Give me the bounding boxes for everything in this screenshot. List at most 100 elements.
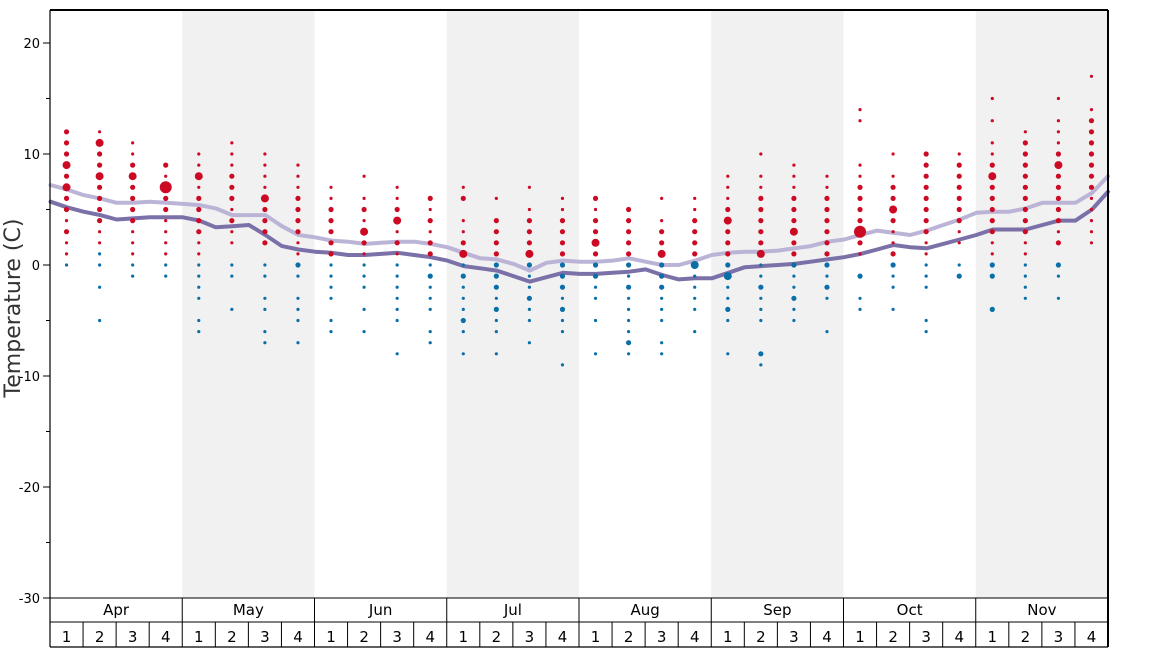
- warm-dot: [96, 151, 103, 157]
- warm-dot: [825, 174, 829, 178]
- warm-dot: [395, 185, 399, 189]
- cold-dot: [792, 285, 796, 289]
- warm-dot: [725, 229, 731, 235]
- cold-dot: [97, 252, 102, 256]
- series-line-lower: [48, 189, 1110, 284]
- warm-dot: [559, 240, 566, 246]
- warm-dot: [726, 174, 730, 178]
- warm-dot: [1056, 230, 1061, 234]
- warm-dot: [296, 185, 300, 189]
- cold-dot: [792, 307, 796, 311]
- cold-dot: [461, 352, 465, 356]
- warm-dot: [854, 225, 867, 238]
- cold-dot: [759, 263, 763, 267]
- warm-dot: [197, 241, 201, 245]
- warm-dot: [890, 218, 896, 224]
- warm-dot: [1055, 206, 1062, 213]
- warm-dot: [957, 152, 961, 156]
- cold-dot: [660, 296, 664, 300]
- cold-dot: [1023, 296, 1027, 300]
- warm-dot: [360, 227, 369, 236]
- warm-dot: [362, 196, 366, 200]
- cold-dot: [263, 263, 267, 267]
- warm-dot: [758, 229, 764, 235]
- warm-dot: [923, 173, 929, 179]
- warm-dot: [328, 240, 334, 246]
- week-label: 2: [624, 628, 634, 646]
- warm-dot: [692, 229, 698, 235]
- warm-dot: [526, 229, 533, 235]
- warm-dot: [263, 152, 267, 156]
- cold-dot: [693, 285, 697, 289]
- warm-dot: [660, 219, 664, 223]
- y-tick-label: 10: [23, 148, 40, 163]
- warm-dot: [1088, 173, 1095, 179]
- warm-dot: [989, 184, 995, 190]
- warm-dot: [1088, 151, 1095, 157]
- month-label-may: May: [233, 601, 264, 619]
- cold-dot: [460, 273, 466, 279]
- warm-dot: [63, 151, 70, 157]
- week-label: 4: [822, 628, 832, 646]
- warm-dot: [163, 206, 169, 213]
- cold-dot: [659, 262, 665, 268]
- warm-dot: [460, 195, 466, 201]
- cold-dot: [493, 306, 499, 312]
- warm-dot: [956, 218, 962, 224]
- month-label-oct: Oct: [897, 601, 923, 619]
- warm-dot: [194, 172, 203, 181]
- cold-dot: [660, 352, 664, 356]
- cold-dot: [197, 285, 201, 289]
- warm-dot: [889, 205, 898, 214]
- warm-dot: [990, 241, 994, 245]
- warm-dot: [725, 206, 731, 213]
- warm-dot: [1089, 241, 1094, 245]
- warm-dot: [493, 218, 499, 224]
- warm-dot: [295, 195, 301, 201]
- warm-dot: [1022, 140, 1028, 146]
- cold-dot: [164, 274, 168, 278]
- cold-dot: [1023, 274, 1027, 278]
- cold-dot: [626, 274, 631, 278]
- warm-dot: [97, 230, 102, 234]
- warm-dot: [164, 174, 168, 178]
- warm-dot: [957, 230, 961, 234]
- warm-dot: [131, 152, 135, 156]
- cold-dot: [626, 330, 631, 334]
- warm-dot: [1089, 108, 1094, 112]
- cold-dot: [197, 263, 201, 267]
- warm-dot: [1022, 218, 1028, 224]
- warm-dot: [1055, 151, 1062, 157]
- warm-dot: [1023, 241, 1027, 245]
- cold-dot: [726, 285, 730, 289]
- warm-dot: [262, 240, 268, 246]
- y-axis-title: Temperature (C): [1, 219, 26, 399]
- warm-dot: [260, 194, 269, 203]
- week-label: 4: [425, 628, 435, 646]
- cold-dot: [527, 318, 532, 323]
- cold-dot: [560, 296, 565, 300]
- warm-dot: [1055, 184, 1062, 190]
- warm-dot: [1023, 252, 1027, 256]
- cold-dot: [395, 352, 399, 356]
- warm-dot: [1055, 173, 1062, 179]
- warm-dot: [427, 251, 433, 257]
- warm-dot: [956, 162, 962, 168]
- warm-dot: [1022, 195, 1028, 201]
- warm-dot: [660, 196, 664, 200]
- cold-dot: [526, 262, 533, 268]
- warm-dot: [891, 230, 895, 234]
- cold-dot: [625, 262, 632, 268]
- warm-dot: [857, 195, 863, 201]
- cold-dot: [726, 352, 730, 356]
- warm-dot: [659, 229, 665, 235]
- cold-dot: [924, 263, 928, 267]
- warm-dot: [726, 185, 730, 189]
- warm-dot: [824, 240, 830, 246]
- cold-dot: [329, 296, 333, 300]
- month-label-jul: Jul: [503, 601, 522, 619]
- warm-dot: [361, 240, 367, 246]
- warm-dot: [461, 219, 465, 223]
- week-label: 3: [128, 628, 138, 646]
- warm-dot: [493, 229, 499, 235]
